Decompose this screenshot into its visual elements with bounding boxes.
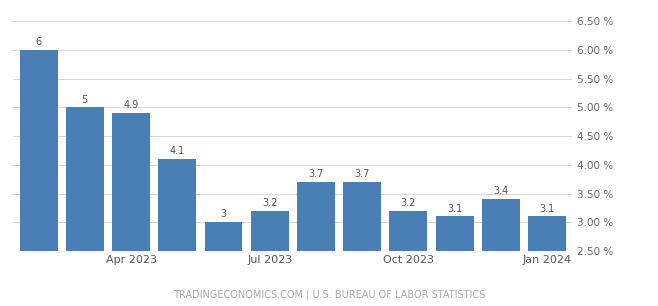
- Text: 4.9: 4.9: [124, 100, 139, 110]
- Text: 6: 6: [36, 37, 41, 47]
- Bar: [205, 222, 242, 306]
- Text: 3.7: 3.7: [355, 169, 370, 179]
- Text: 3.2: 3.2: [262, 198, 278, 208]
- Text: 3.1: 3.1: [447, 203, 462, 214]
- Text: 3.7: 3.7: [308, 169, 324, 179]
- Text: 3.1: 3.1: [540, 203, 555, 214]
- Bar: [159, 159, 196, 306]
- Bar: [482, 199, 520, 306]
- Bar: [343, 182, 381, 306]
- Bar: [251, 211, 289, 306]
- Bar: [20, 50, 57, 306]
- Text: 3: 3: [220, 209, 226, 219]
- Text: TRADINGECONOMICS.COM | U.S. BUREAU OF LABOR STATISTICS: TRADINGECONOMICS.COM | U.S. BUREAU OF LA…: [173, 289, 485, 300]
- Text: 4.1: 4.1: [170, 146, 185, 156]
- Text: 3.4: 3.4: [494, 186, 509, 196]
- Bar: [528, 216, 566, 306]
- Bar: [297, 182, 335, 306]
- Text: 5: 5: [82, 95, 88, 105]
- Bar: [436, 216, 474, 306]
- Bar: [112, 113, 150, 306]
- Bar: [66, 107, 104, 306]
- Text: 3.2: 3.2: [401, 198, 416, 208]
- Bar: [390, 211, 427, 306]
